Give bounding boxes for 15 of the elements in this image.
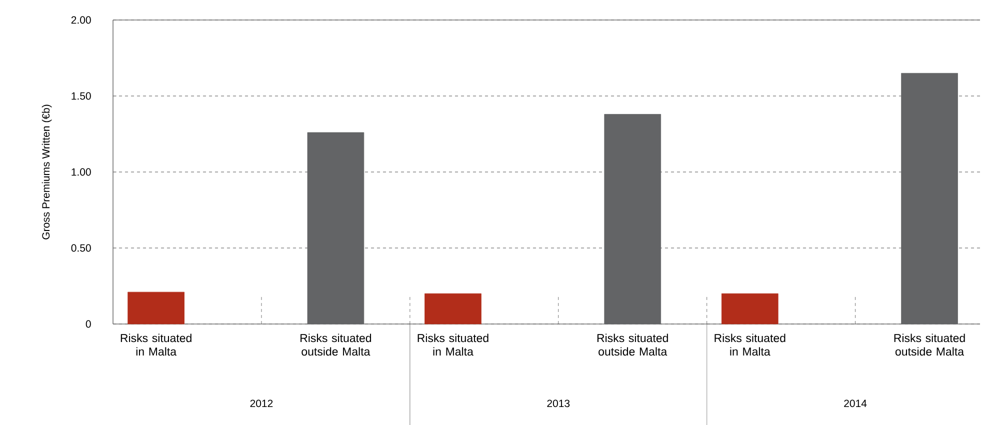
text: Risks situated in Malta <box>418 334 488 356</box>
y-axis-title: Gross Premiums Written (€b) <box>42 104 52 240</box>
x-tick-label: 2014 <box>844 400 867 408</box>
series-label: Risks situated outside Malta <box>300 334 372 356</box>
y-tick-label: 0 <box>86 320 91 328</box>
text: Risks situated outside Malta <box>894 334 965 356</box>
x-tick-label: 2012 <box>250 400 273 408</box>
series-label: Risks situated in Malta <box>714 334 786 356</box>
x-tick-label: 2013 <box>547 400 570 408</box>
text: Risks situated outside Malta <box>597 334 668 356</box>
y-tick-label: 0.50 <box>71 244 91 252</box>
y-tick-label: 1.50 <box>72 92 91 100</box>
text: Risks situated in Malta <box>120 334 192 356</box>
y-tick-label: 1.00 <box>72 168 91 176</box>
y-tick-label: 2.00 <box>71 16 91 24</box>
